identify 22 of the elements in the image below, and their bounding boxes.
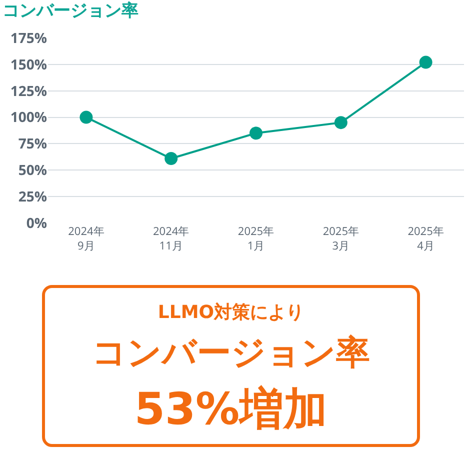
text: LLMO対策により [156,301,306,324]
text: コンバージョン率 [91,332,371,375]
y-tick-label: 0% [26,214,48,233]
y-tick-label: 150% [10,55,48,74]
y-tick-label: 25% [18,187,48,206]
x-tick-label: 2024年 9月 [68,224,104,254]
x-tick-label: 2024年 11月 [153,224,190,254]
text: 53%増加 [133,383,329,437]
point [164,152,178,166]
y-tick-label: 50% [18,161,48,180]
point [80,110,93,124]
point [250,126,262,140]
chart-title: コンバージョン率 [2,1,138,22]
point [334,116,348,130]
y-tick-label: 75% [18,134,48,154]
y-tick-label: 100% [10,108,48,128]
y-tick-label: 125% [10,82,48,101]
x-tick-label: 2025年 1月 [238,224,274,254]
x-tick-label: 2025年 4月 [408,224,444,254]
point [419,56,432,69]
y-tick-label: 175% [10,28,48,48]
x-tick-label: 2025年 3月 [322,224,359,254]
